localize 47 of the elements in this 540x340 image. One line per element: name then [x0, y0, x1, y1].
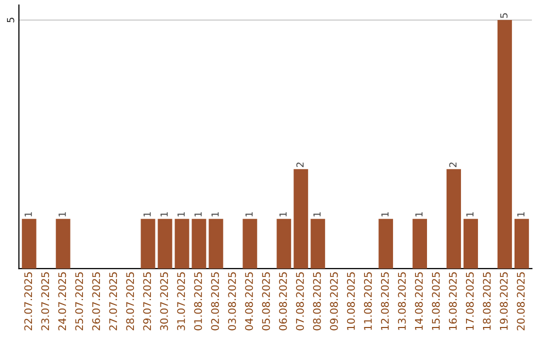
data-label: 1 [178, 212, 185, 216]
x-tick-label: 18.08.2025 [482, 272, 491, 330]
data-label: 1 [415, 212, 422, 216]
data-label: 1 [24, 212, 32, 216]
x-tick-label: 26.07.2025 [92, 272, 100, 330]
data-label: 1 [246, 212, 253, 216]
data-label: 1 [212, 212, 219, 216]
data-label: 1 [144, 212, 151, 216]
x-tick-label: 14.08.2025 [414, 272, 423, 330]
data-label: 2 [296, 162, 304, 168]
x-tick-label: 15.08.2025 [432, 272, 440, 330]
x-tick-label: 03.08.2025 [228, 272, 236, 330]
data-label: 1 [466, 212, 474, 216]
x-tick-label: 23.07.2025 [41, 272, 50, 330]
x-tick-label: 29.07.2025 [143, 272, 152, 330]
x-tick-label: 20.08.2025 [516, 272, 525, 330]
data-label: 2 [449, 162, 456, 168]
x-tick-label: 12.08.2025 [380, 272, 389, 330]
x-tick-label: 31.07.2025 [177, 272, 185, 330]
x-tick-label: 25.07.2025 [75, 272, 84, 330]
x-tick-label: 02.08.2025 [211, 272, 219, 330]
x-tick-label: 17.08.2025 [466, 272, 474, 330]
x-tick-label: 07.08.2025 [296, 272, 304, 330]
x-tick-label: 09.08.2025 [330, 272, 338, 330]
x-tick-label: 30.07.2025 [160, 272, 168, 330]
x-tick-label: 22.07.2025 [24, 272, 32, 330]
data-label: 1 [381, 212, 388, 216]
data-label: 1 [517, 212, 524, 216]
x-tick-label: 13.08.2025 [398, 272, 406, 330]
x-tick-label: 10.08.2025 [346, 272, 355, 330]
data-label: 1 [279, 212, 287, 216]
x-tick-label: 16.08.2025 [448, 272, 457, 330]
x-tick-label: 24.07.2025 [58, 272, 66, 330]
x-tick-label: 01.08.2025 [194, 272, 202, 330]
data-label: 1 [313, 212, 321, 216]
x-tick-label: 28.07.2025 [126, 272, 134, 330]
data-label: 5 [500, 13, 508, 18]
x-tick-label: 04.08.2025 [245, 272, 253, 330]
x-tick-label: 05.08.2025 [262, 272, 270, 330]
x-tick-label: 06.08.2025 [279, 272, 287, 330]
data-label: 1 [160, 212, 168, 216]
x-tick-label: 19.08.2025 [500, 272, 508, 330]
data-label: 1 [194, 212, 202, 216]
data-label: 1 [58, 212, 66, 216]
x-tick-label: 08.08.2025 [313, 272, 321, 330]
x-tick-label: 11.08.2025 [364, 272, 372, 330]
x-tick-label: 27.07.2025 [109, 272, 118, 330]
